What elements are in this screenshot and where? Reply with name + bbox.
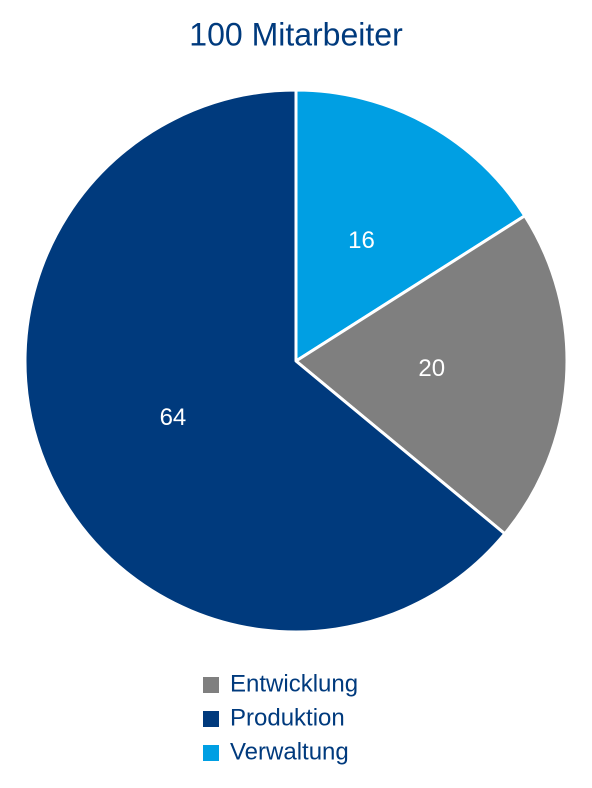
pie-slice [23, 88, 507, 634]
chart-title: 100 Mitarbeiter [189, 16, 403, 52]
legend-label: Produktion [230, 704, 345, 731]
data-label: 20 [418, 355, 445, 382]
data-label: 16 [348, 227, 375, 254]
legend-swatch [203, 745, 219, 761]
pie-slice [294, 88, 527, 363]
legend-swatch [203, 711, 219, 727]
data-label: 64 [160, 404, 187, 431]
legend-swatch [203, 677, 219, 693]
legend-label: Entwicklung [230, 670, 358, 697]
pie-slice [294, 214, 569, 536]
legend-label: Verwaltung [230, 738, 349, 765]
